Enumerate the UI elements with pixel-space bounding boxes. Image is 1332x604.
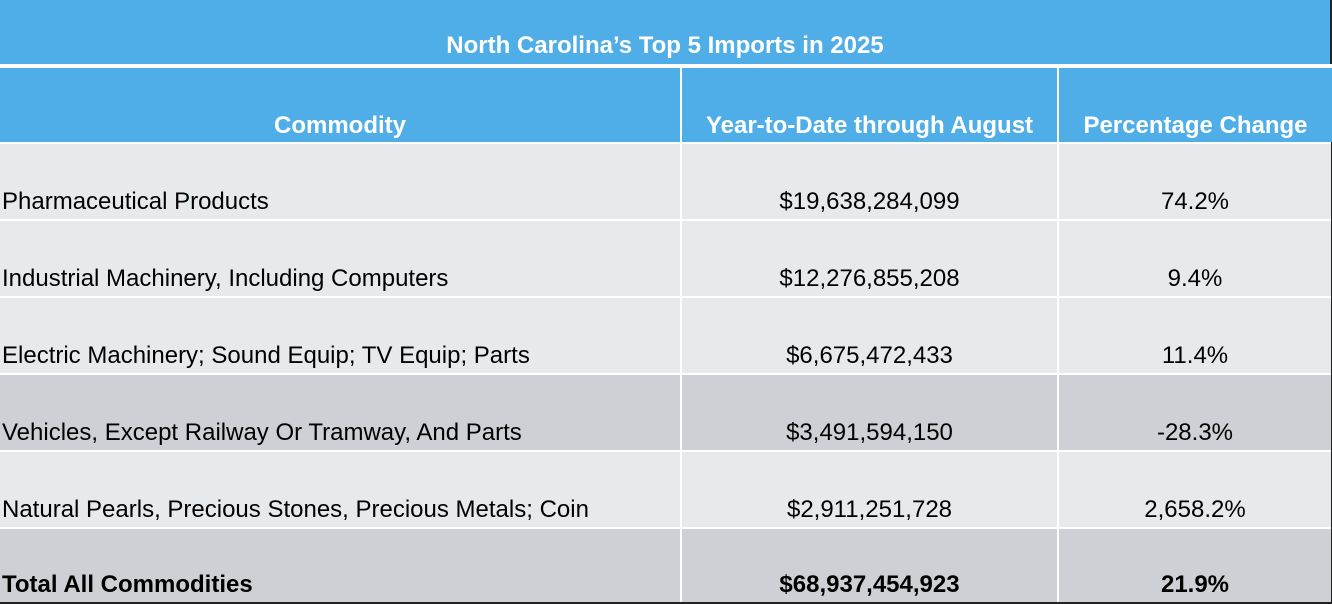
title-divider	[0, 64, 1332, 68]
column-header-ytd: Year-to-Date through August	[680, 68, 1058, 143]
column-header-percent-change: Percentage Change	[1057, 68, 1332, 143]
percent-change-cell: -28.3%	[1057, 373, 1332, 451]
table-row: Pharmaceutical Products $19,638,284,099 …	[0, 142, 1332, 220]
title-bar: North Carolina’s Top 5 Imports in 2025	[0, 0, 1332, 64]
commodity-cell: Industrial Machinery, Including Computer…	[0, 219, 681, 297]
header-row: Commodity Year-to-Date through August Pe…	[0, 68, 1332, 143]
total-percent-change-cell: 21.9%	[1057, 527, 1332, 604]
percent-change-cell: 2,658.2%	[1057, 450, 1332, 528]
total-label-cell: Total All Commodities	[0, 527, 681, 604]
table-row: Electric Machinery; Sound Equip; TV Equi…	[0, 296, 1332, 374]
ytd-value-cell: $12,276,855,208	[680, 219, 1058, 297]
commodity-cell: Electric Machinery; Sound Equip; TV Equi…	[0, 296, 681, 374]
table-row: Vehicles, Except Railway Or Tramway, And…	[0, 373, 1332, 451]
total-ytd-value-cell: $68,937,454,923	[680, 527, 1058, 604]
percent-change-cell: 9.4%	[1057, 219, 1332, 297]
commodity-cell: Vehicles, Except Railway Or Tramway, And…	[0, 373, 681, 451]
ytd-value-cell: $3,491,594,150	[680, 373, 1058, 451]
ytd-value-cell: $19,638,284,099	[680, 142, 1058, 220]
ytd-value-cell: $2,911,251,728	[680, 450, 1058, 528]
column-header-commodity: Commodity	[0, 68, 681, 143]
table-title: North Carolina’s Top 5 Imports in 2025	[446, 32, 884, 59]
percent-change-cell: 11.4%	[1057, 296, 1332, 374]
imports-table: Commodity Year-to-Date through August Pe…	[0, 68, 1332, 604]
ytd-value-cell: $6,675,472,433	[680, 296, 1058, 374]
total-row: Total All Commodities $68,937,454,923 21…	[0, 527, 1332, 604]
table-row: Natural Pearls, Precious Stones, Preciou…	[0, 450, 1332, 528]
table-row: Industrial Machinery, Including Computer…	[0, 219, 1332, 297]
commodity-cell: Pharmaceutical Products	[0, 142, 681, 220]
percent-change-cell: 74.2%	[1057, 142, 1332, 220]
commodity-cell: Natural Pearls, Precious Stones, Preciou…	[0, 450, 681, 528]
